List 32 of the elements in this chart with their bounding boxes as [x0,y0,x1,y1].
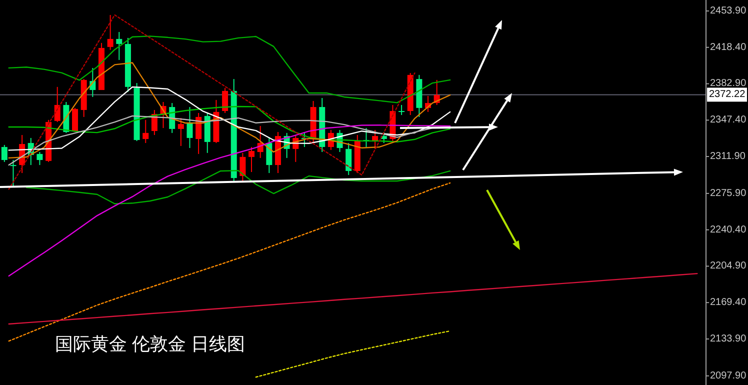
ref-line-label: 2372.22 [709,89,746,100]
candlestick [1,144,8,162]
y-tick-label: 2382.90 [710,78,747,90]
y-tick-label: 2097.90 [710,370,747,382]
candlestick [186,106,193,149]
candlestick [398,104,405,116]
y-tick-label: 2311.90 [710,151,746,162]
candlestick [72,107,78,133]
candlestick [266,137,272,174]
ref-line: 2372.22 [0,88,747,102]
y-tick-label: 2275.90 [710,188,747,199]
candlestick [10,160,16,188]
y-tick-label: 2169.40 [710,297,747,308]
y-tick-label: 2347.40 [710,114,747,126]
candlestick [346,142,352,176]
y-tick-label: 2418.40 [710,42,747,53]
candlestick [36,152,43,166]
candlestick [142,119,149,144]
candlestick [248,146,255,172]
candlestick [107,14,114,50]
candlestick [54,86,60,122]
y-tick-label: 2240.40 [710,224,747,236]
candlestick [196,112,202,154]
y-tick-label: 2453.90 [710,5,747,16]
candlestick [222,87,228,114]
candlestick [116,31,122,60]
candlestick [178,117,184,146]
y-tick-label: 2204.90 [710,260,747,272]
candlestick [372,129,378,150]
y-tick-label: 2133.90 [710,333,747,344]
title: 国际黄金 伦敦金 日线图 [55,334,246,354]
candlestick [240,152,246,182]
